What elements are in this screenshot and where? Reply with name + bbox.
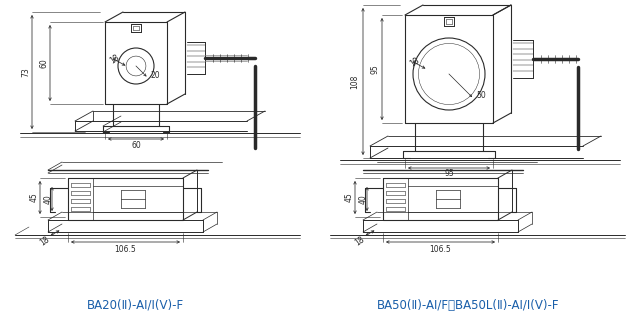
Text: 95: 95 — [371, 64, 380, 74]
Text: 18: 18 — [39, 235, 52, 247]
Text: 20: 20 — [151, 71, 160, 80]
Text: 106.5: 106.5 — [114, 245, 136, 254]
Text: BA50(Ⅱ)-AI/F、BA50L(Ⅱ)-AI/I(V)-F: BA50(Ⅱ)-AI/F、BA50L(Ⅱ)-AI/I(V)-F — [377, 299, 559, 312]
Text: 73: 73 — [22, 67, 31, 77]
Text: 50: 50 — [476, 91, 486, 100]
Text: 60: 60 — [39, 58, 48, 68]
Text: 40: 40 — [359, 194, 368, 204]
Text: 95: 95 — [444, 169, 454, 178]
Text: 40: 40 — [43, 194, 53, 204]
Text: BA20(Ⅱ)-AI/I(V)-F: BA20(Ⅱ)-AI/I(V)-F — [86, 299, 184, 312]
Text: 106.5: 106.5 — [430, 245, 452, 254]
Text: 60: 60 — [131, 141, 141, 150]
Text: 18: 18 — [354, 235, 366, 247]
Text: 45: 45 — [29, 193, 39, 202]
Text: 18: 18 — [408, 56, 422, 68]
Text: 18: 18 — [109, 53, 121, 65]
Text: 108: 108 — [350, 74, 359, 89]
Text: 45: 45 — [345, 193, 354, 202]
